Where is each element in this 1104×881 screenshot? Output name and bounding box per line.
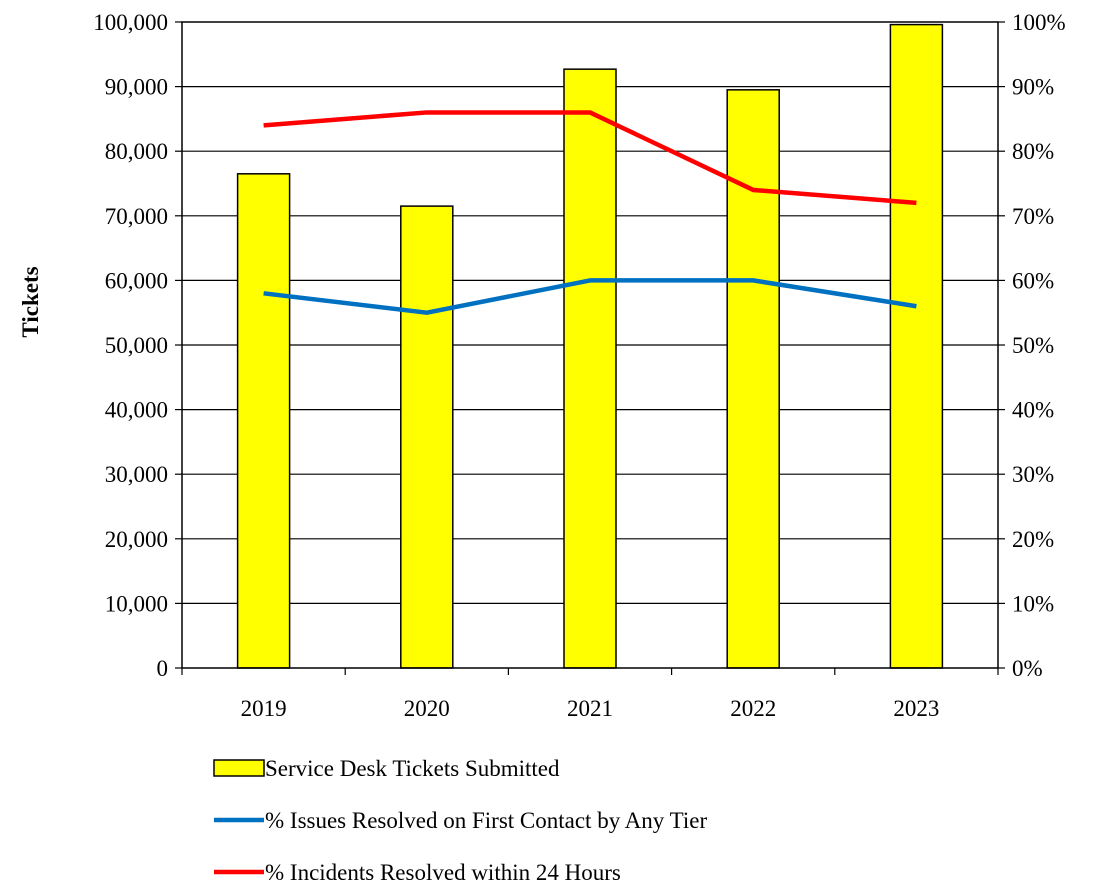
left-tick-label: 80,000: [105, 139, 168, 164]
left-tick-label: 40,000: [105, 398, 168, 423]
right-tick-label: 20%: [1012, 527, 1054, 552]
y-axis-title: Tickets: [18, 266, 43, 337]
x-tick-label: 2019: [241, 696, 287, 721]
right-axis-ticks: 0% 10% 20% 30% 40% 50% 60% 70% 80% 90% 100%: [998, 10, 1066, 681]
left-tick-label: 30,000: [105, 462, 168, 487]
left-tick-label: 20,000: [105, 527, 168, 552]
right-tick-label: 80%: [1012, 139, 1054, 164]
x-tick-label: 2021: [567, 696, 613, 721]
legend-item: % Issues Resolved on First Contact by An…: [214, 808, 707, 833]
right-tick-label: 10%: [1012, 591, 1054, 616]
line-series-2: [263, 110, 917, 206]
right-tick-label: 100%: [1012, 10, 1066, 35]
legend-item: % Incidents Resolved within 24 Hours: [214, 860, 621, 881]
right-tick-label: 60%: [1012, 268, 1054, 293]
line-series-1: [263, 278, 917, 315]
legend-swatch-bar: [213, 759, 265, 777]
left-tick-label: 100,000: [93, 10, 168, 35]
bar-series: [236, 23, 944, 669]
right-tick-label: 30%: [1012, 462, 1054, 487]
bar-2020: [400, 205, 454, 669]
x-axis-ticks: 2019 2020 2021 2022 2023: [181, 668, 999, 721]
right-tick-label: 70%: [1012, 204, 1054, 229]
left-tick-label: 50,000: [105, 333, 168, 358]
left-tick-label: 0: [157, 656, 169, 681]
legend: Service Desk Tickets Submitted % Issues R…: [213, 756, 707, 881]
legend-label: % Issues Resolved on First Contact by An…: [265, 808, 707, 833]
legend-label: % Incidents Resolved within 24 Hours: [265, 860, 621, 881]
bar-2021: [563, 68, 617, 669]
left-tick-label: 60,000: [105, 268, 168, 293]
right-tick-label: 90%: [1012, 75, 1054, 100]
legend-item: Service Desk Tickets Submitted: [213, 756, 560, 781]
right-tick-label: 50%: [1012, 333, 1054, 358]
bar-2022: [726, 89, 780, 669]
bar-2019: [236, 173, 291, 669]
left-tick-label: 90,000: [105, 75, 168, 100]
left-axis-ticks: 0 10,000 20,000 30,000 40,000 50,000 60,000 70,…: [93, 10, 182, 681]
left-tick-label: 70,000: [105, 204, 168, 229]
bar-2023: [889, 23, 944, 669]
x-tick-label: 2022: [730, 696, 776, 721]
x-tick-label: 2020: [404, 696, 450, 721]
left-tick-label: 10,000: [105, 591, 168, 616]
right-tick-label: 0%: [1012, 656, 1043, 681]
right-tick-label: 40%: [1012, 398, 1054, 423]
x-tick-label: 2023: [893, 696, 939, 721]
legend-label: Service Desk Tickets Submitted: [265, 756, 560, 781]
line-series: [263, 110, 917, 315]
